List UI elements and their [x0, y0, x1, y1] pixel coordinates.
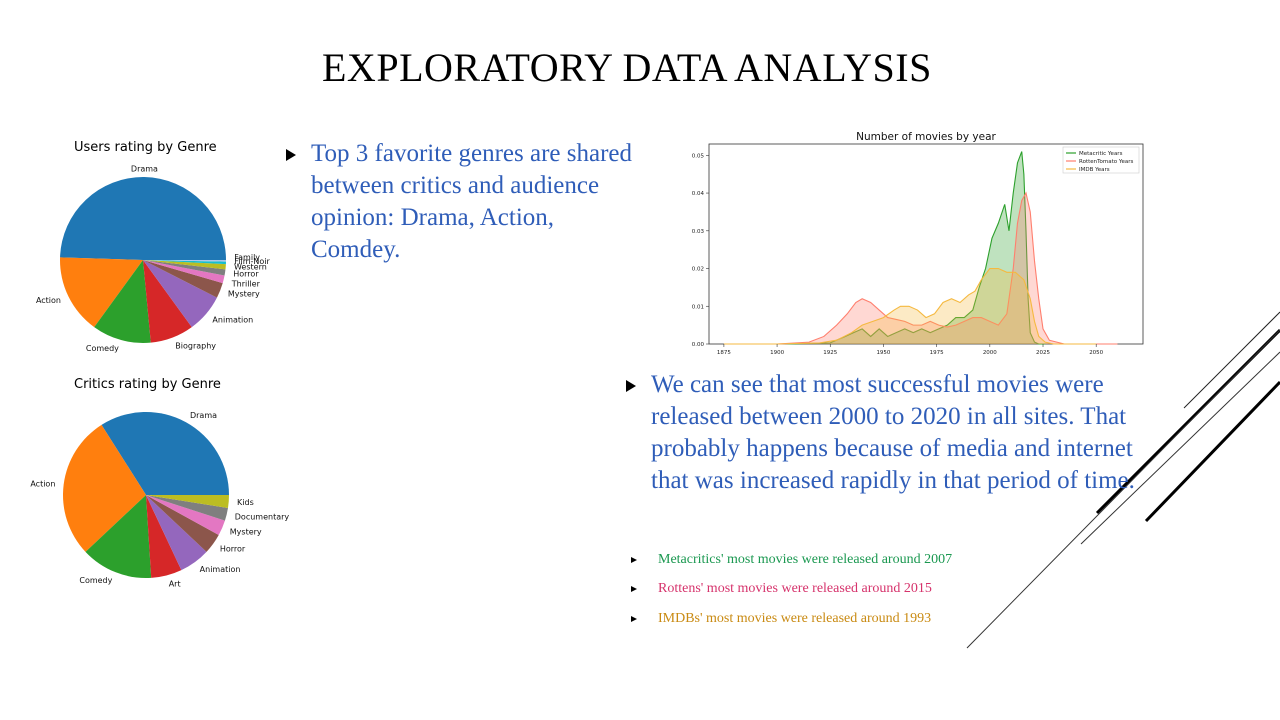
- bullet-marker-icon: [631, 586, 637, 592]
- area-imdb-years: [723, 268, 1097, 344]
- pie-label-western: Western: [234, 262, 267, 271]
- pie-slice-mystery: [146, 495, 225, 535]
- pie-label-drama: Drama: [190, 411, 217, 420]
- pie-slice-action: [59, 257, 143, 328]
- bullet-marker-icon: [626, 380, 636, 392]
- line-rottentomato-years: [734, 191, 1118, 345]
- pie-label-drama: Drama: [131, 165, 158, 174]
- release-period-text: We can see that most successful movies w…: [651, 371, 1135, 494]
- y-tick-label: 0.04: [692, 191, 705, 197]
- pie-slice-art: [146, 495, 182, 578]
- x-tick-label: 1875: [717, 350, 731, 356]
- y-tick-label: 0.01: [692, 304, 704, 310]
- rotten-note: Rottens' most movies were released aroun…: [658, 581, 932, 596]
- pie-slice-animation: [146, 495, 207, 571]
- pie-slice-horror: [143, 260, 226, 276]
- x-tick-label: 1925: [823, 350, 837, 356]
- pie-slice-documentary: [146, 495, 228, 521]
- genre-summary-text: Top 3 favorite genres are shared between…: [311, 140, 633, 263]
- bullet-marker-icon: [286, 149, 296, 161]
- pie-slice-comedy: [94, 260, 151, 343]
- pie-slice-film-noir: [143, 260, 226, 265]
- imdb-note: IMDBs' most movies were released around …: [658, 611, 932, 626]
- y-tick-label: 0.00: [692, 342, 705, 348]
- legend-entry: Metacritic Years: [1079, 151, 1123, 157]
- pie-label-documentary: Documentary: [235, 512, 290, 521]
- pie-label-film-noir: Film-Noir: [234, 257, 270, 266]
- pie-slice-biography: [143, 260, 192, 343]
- x-tick-label: 1950: [876, 350, 890, 356]
- x-tick-label: 2000: [983, 350, 997, 356]
- pie-label-biography: Biography: [175, 341, 216, 350]
- pie-label-animation: Animation: [200, 565, 241, 574]
- pie-slice-horror: [146, 495, 219, 552]
- pie-slice-action: [62, 424, 146, 552]
- pie-slice-thriller: [143, 260, 225, 284]
- line-metacritic-years: [787, 151, 1046, 345]
- y-tick-label: 0.03: [692, 229, 705, 235]
- y-tick-label: 0.02: [692, 267, 704, 273]
- area-metacritic-years: [787, 151, 1046, 344]
- area-rottentomato-years: [734, 193, 1118, 344]
- pie-slice-animation: [143, 260, 217, 328]
- pie-label-mystery: Mystery: [230, 527, 262, 536]
- pie-label-art: Art: [169, 579, 181, 588]
- x-tick-label: 1900: [770, 350, 784, 356]
- users-rating-pie-chart: Drama Action Comedy Biography Animation Myste…: [36, 165, 271, 353]
- x-tick-label: 2050: [1089, 350, 1103, 356]
- pie-slice-drama: [101, 412, 229, 495]
- bullet-marker-icon: [631, 616, 637, 622]
- pie-slice-western: [143, 260, 226, 270]
- pie-label-animation: Animation: [212, 315, 253, 324]
- pie-slice-family: [143, 260, 226, 262]
- pie-slice-comedy: [85, 495, 152, 578]
- legend-entry: RottenTomato Years: [1079, 159, 1134, 165]
- y-tick-label: 0.05: [692, 153, 705, 159]
- pie-label-action: Action: [36, 296, 61, 305]
- pie-label-horror: Horror: [233, 270, 259, 279]
- line-chart-title: Number of movies by year: [856, 131, 996, 143]
- pie-label-comedy: Comedy: [86, 344, 119, 353]
- plot-frame: [708, 143, 1144, 345]
- metacritic-note: Metacritics' most movies were released a…: [658, 552, 953, 567]
- slide-title: EXPLORATORY DATA ANALYSIS: [322, 45, 932, 90]
- x-tick-label: 2025: [1036, 350, 1050, 356]
- pie-slice-mystery: [143, 260, 223, 298]
- pie-slice-drama: [60, 176, 227, 260]
- legend-entry: IMDB Years: [1079, 167, 1110, 173]
- pie-slice-kids: [146, 495, 229, 508]
- x-tick-label: 1975: [930, 350, 944, 356]
- pie-label-kids: Kids: [237, 498, 254, 507]
- critics-pie-title: Critics rating by Genre: [74, 377, 221, 392]
- pie-label-mystery: Mystery: [228, 290, 260, 299]
- movies-by-year-chart: Number of movies by year 1875 1900 1925 1950…: [692, 131, 1144, 356]
- line-imdb-years: [723, 267, 1097, 345]
- pie-label-thriller: Thriller: [231, 279, 261, 288]
- pie-label-action: Action: [30, 480, 55, 489]
- pie-label-family: Family: [234, 253, 260, 262]
- critics-rating-pie-chart: Drama Action Comedy Art Animation Horror Myste…: [30, 411, 290, 588]
- pie-label-comedy: Comedy: [79, 576, 112, 585]
- users-pie-title: Users rating by Genre: [74, 140, 217, 155]
- bullet-marker-icon: [631, 557, 637, 563]
- pie-label-horror: Horror: [220, 545, 246, 554]
